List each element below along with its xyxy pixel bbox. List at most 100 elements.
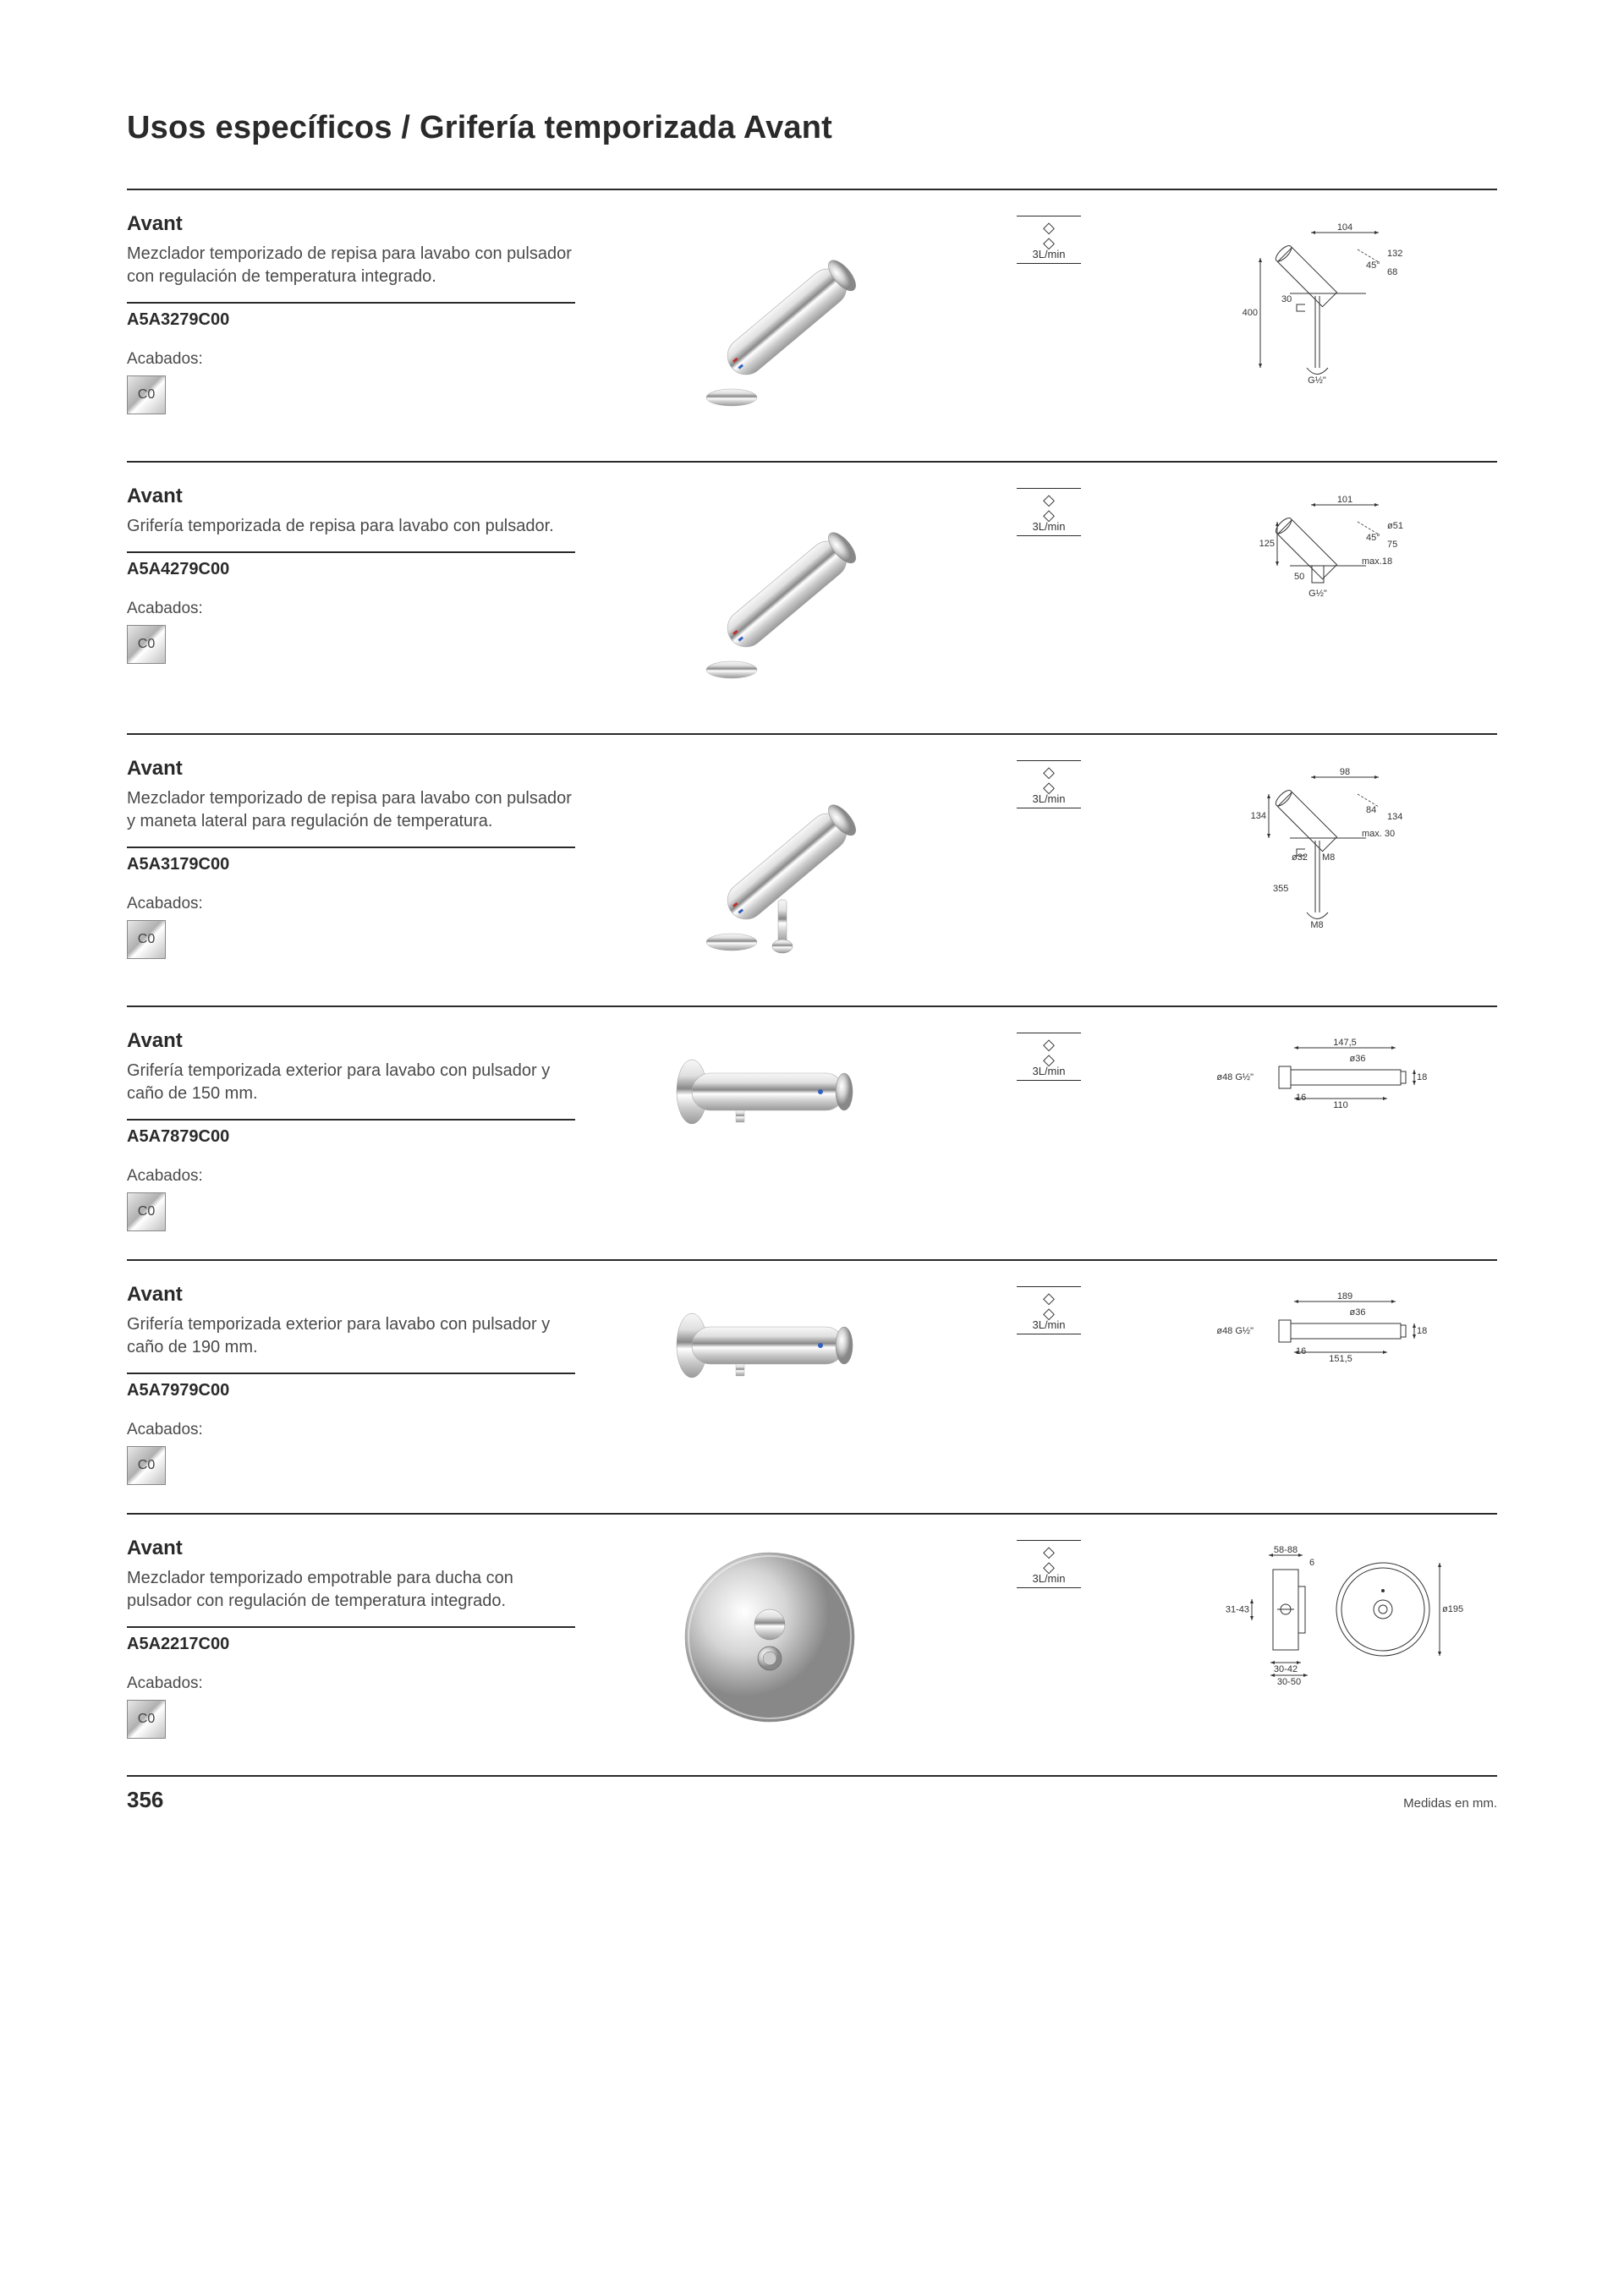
svg-text:M8: M8: [1322, 852, 1335, 863]
product-title: Avant: [127, 485, 575, 508]
svg-text:98: 98: [1340, 767, 1350, 777]
svg-text:84: 84: [1366, 805, 1376, 815]
finishes-label: Acabados:: [127, 350, 575, 369]
water-drop-icon: ◇◇: [1032, 492, 1065, 523]
product-info: Avant Mezclador temporizado de repisa pa…: [127, 207, 601, 414]
svg-text:68: 68: [1387, 267, 1397, 277]
finishes-label: Acabados:: [127, 1421, 575, 1439]
product-code: A5A7879C00: [127, 1119, 575, 1147]
svg-text:ø36: ø36: [1350, 1054, 1366, 1064]
product-description: Grifería temporizada de repisa para lava…: [127, 515, 575, 538]
finishes-label: Acabados:: [127, 1167, 575, 1186]
product-description: Grifería temporizada exterior para lavab…: [127, 1313, 575, 1359]
product-info: Avant Grifería temporizada de repisa par…: [127, 479, 601, 664]
product-row: Avant Grifería temporizada exterior para…: [127, 1006, 1497, 1259]
finish-chip-chrome: C0: [127, 375, 166, 414]
svg-text:G½": G½": [1309, 589, 1327, 599]
svg-text:30: 30: [1281, 294, 1292, 304]
flow-rate: 3L/min: [1032, 249, 1065, 260]
svg-text:ø32: ø32: [1292, 852, 1308, 863]
svg-text:max. 30: max. 30: [1362, 829, 1395, 839]
svg-text:132: 132: [1387, 249, 1402, 259]
finish-chip-chrome: C0: [127, 920, 166, 959]
product-row: Avant Mezclador temporizado de repisa pa…: [127, 189, 1497, 461]
flow-spec: ◇◇ 3L/min: [939, 1532, 1159, 1588]
svg-text:75: 75: [1387, 540, 1397, 550]
svg-text:G½": G½": [1308, 375, 1326, 386]
finish-chip-chrome: C0: [127, 1446, 166, 1485]
technical-diagram: 147,5 ø36 ø48 G½" 18 16 110: [1159, 1024, 1497, 1117]
technical-diagram: 58-88 6 31-43 30-42 30-50 ø195: [1159, 1532, 1497, 1684]
flow-rate: 3L/min: [1032, 1066, 1065, 1077]
svg-text:50: 50: [1294, 572, 1304, 582]
svg-text:ø48 G½": ø48 G½": [1216, 1326, 1254, 1336]
svg-text:ø51: ø51: [1387, 521, 1403, 531]
product-code: A5A3179C00: [127, 847, 575, 874]
product-description: Mezclador temporizado de repisa para lav…: [127, 243, 575, 288]
page-footer: 356 Medidas en mm.: [127, 1775, 1497, 1813]
finish-chip-chrome: C0: [127, 1700, 166, 1739]
svg-text:ø195: ø195: [1442, 1604, 1463, 1614]
product-row: Avant Grifería temporizada de repisa par…: [127, 461, 1497, 733]
finishes-label: Acabados:: [127, 895, 575, 913]
svg-text:189: 189: [1337, 1291, 1352, 1301]
flow-spec: ◇◇ 3L/min: [939, 752, 1159, 808]
finishes-label: Acabados:: [127, 1674, 575, 1693]
product-photo: [601, 207, 939, 436]
flow-rate: 3L/min: [1032, 1573, 1065, 1584]
svg-text:104: 104: [1337, 222, 1352, 233]
svg-text:M8: M8: [1310, 920, 1323, 930]
svg-text:45°: 45°: [1366, 533, 1380, 543]
product-title: Avant: [127, 1283, 575, 1307]
flow-spec: ◇◇ 3L/min: [939, 479, 1159, 536]
svg-text:ø48 G½": ø48 G½": [1216, 1072, 1254, 1082]
technical-diagram: 98 84 134 134 M8 ø32 M8 355 max. 30: [1159, 752, 1497, 938]
flow-spec: ◇◇ 3L/min: [939, 1278, 1159, 1334]
svg-text:101: 101: [1337, 495, 1352, 505]
technical-diagram: 101 45° ø51 75 125 G½" max.18 50: [1159, 479, 1497, 666]
svg-text:355: 355: [1273, 884, 1288, 894]
product-code: A5A7979C00: [127, 1373, 575, 1400]
page-title: Usos específicos / Grifería temporizada …: [127, 110, 1497, 146]
water-drop-icon: ◇◇: [1032, 1037, 1065, 1067]
product-photo: [601, 752, 939, 980]
svg-text:30-42: 30-42: [1274, 1664, 1298, 1674]
product-photo: [601, 1024, 939, 1151]
product-description: Grifería temporizada exterior para lavab…: [127, 1060, 575, 1105]
svg-text:6: 6: [1309, 1558, 1314, 1568]
water-drop-icon: ◇◇: [1032, 1544, 1065, 1575]
product-row: Avant Grifería temporizada exterior para…: [127, 1259, 1497, 1513]
technical-diagram: 189 ø36 ø48 G½" 18 16 151,5: [1159, 1278, 1497, 1371]
water-drop-icon: ◇◇: [1032, 1290, 1065, 1321]
footnote: Medidas en mm.: [1403, 1796, 1497, 1811]
svg-text:18: 18: [1417, 1072, 1427, 1082]
product-row: Avant Mezclador temporizado de repisa pa…: [127, 733, 1497, 1006]
svg-text:125: 125: [1259, 539, 1275, 549]
flow-rate: 3L/min: [1032, 793, 1065, 804]
product-row: Avant Mezclador temporizado empotrable p…: [127, 1513, 1497, 1767]
product-photo: [601, 1278, 939, 1405]
flow-spec: ◇◇ 3L/min: [939, 1024, 1159, 1081]
svg-text:110: 110: [1333, 1100, 1348, 1110]
product-info: Avant Grifería temporizada exterior para…: [127, 1024, 601, 1231]
product-title: Avant: [127, 757, 575, 781]
finishes-label: Acabados:: [127, 600, 575, 618]
flow-rate: 3L/min: [1032, 1319, 1065, 1330]
product-title: Avant: [127, 212, 575, 236]
product-description: Mezclador temporizado empotrable para du…: [127, 1567, 575, 1613]
product-code: A5A2217C00: [127, 1626, 575, 1654]
svg-text:147,5: 147,5: [1333, 1038, 1357, 1048]
product-code: A5A3279C00: [127, 302, 575, 330]
svg-text:134: 134: [1251, 811, 1266, 821]
svg-text:134: 134: [1387, 812, 1402, 822]
finish-chip-chrome: C0: [127, 625, 166, 664]
technical-diagram: 104 45° 132 68 400 30 G½": [1159, 207, 1497, 393]
page-number: 356: [127, 1787, 163, 1813]
product-photo: [601, 1532, 939, 1734]
svg-text:30-50: 30-50: [1277, 1677, 1301, 1687]
svg-text:max.18: max.18: [1362, 556, 1392, 567]
water-drop-icon: ◇◇: [1032, 764, 1065, 795]
product-code: A5A4279C00: [127, 551, 575, 579]
product-info: Avant Grifería temporizada exterior para…: [127, 1278, 601, 1485]
svg-text:45°: 45°: [1366, 260, 1380, 271]
